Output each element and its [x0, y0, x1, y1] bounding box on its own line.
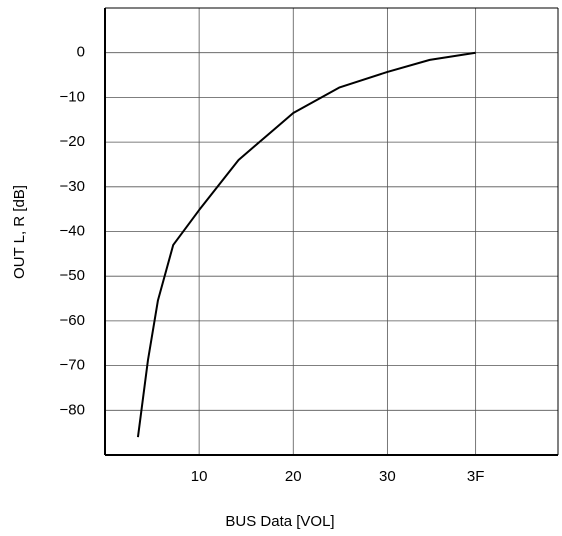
x-tick-label: 30 — [379, 468, 396, 485]
y-tick-label: −50 — [60, 267, 85, 284]
y-tick-label: −10 — [60, 88, 85, 105]
x-tick-label: 20 — [285, 468, 302, 485]
y-tick-label: −70 — [60, 357, 85, 374]
y-tick-label: −60 — [60, 312, 85, 329]
x-axis-title: BUS Data [VOL] — [225, 513, 334, 530]
y-tick-label: −20 — [60, 133, 85, 150]
y-tick-label: −80 — [60, 401, 85, 418]
y-axis-title: OUT L, R [dB] — [11, 185, 28, 279]
y-tick-label: −40 — [60, 222, 85, 239]
x-tick-label: 3F — [467, 468, 485, 485]
x-tick-label: 10 — [191, 468, 208, 485]
data-line — [136, 51, 476, 438]
y-tick-label: −30 — [60, 178, 85, 195]
y-tick-label: 0 — [77, 44, 85, 61]
